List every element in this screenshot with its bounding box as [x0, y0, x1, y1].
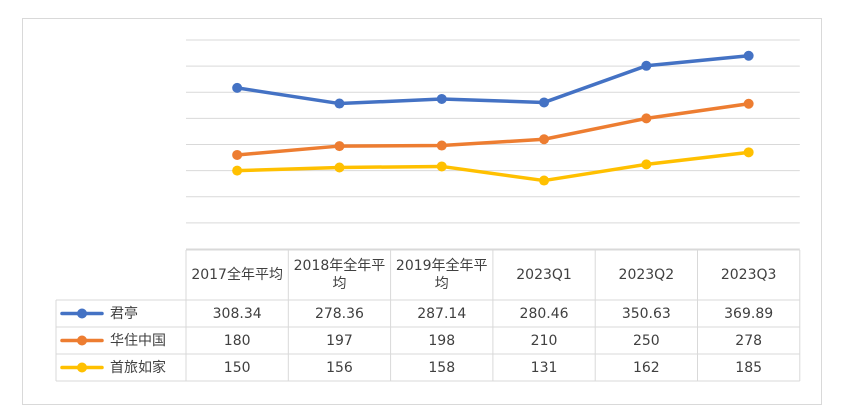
- data-point: [539, 134, 550, 145]
- data-label: 180: [223, 332, 251, 349]
- category-label: 2023Q3: [720, 267, 777, 283]
- series-line-1: [236, 102, 749, 157]
- data-point: [641, 60, 652, 71]
- data-point: [436, 161, 447, 172]
- data-point: [334, 141, 345, 152]
- data-label: 280.46: [519, 305, 569, 322]
- data-label: 158: [428, 359, 456, 376]
- data-point: [539, 175, 550, 186]
- data-label: 156: [326, 359, 353, 376]
- legend-marker-icon: [77, 362, 87, 373]
- chart-frame: [22, 18, 822, 405]
- legend-marker-icon: [77, 335, 87, 346]
- legend-label: 首旅如家: [110, 359, 166, 376]
- data-label: 369.89: [724, 305, 774, 322]
- data-point: [539, 97, 550, 108]
- category-label: 2019年全年平均: [395, 258, 488, 292]
- data-label: 278.36: [314, 305, 364, 322]
- legend-label: 华住中国: [110, 332, 166, 349]
- data-point: [743, 147, 754, 158]
- data-point: [641, 113, 652, 124]
- data-label: 278: [735, 332, 763, 349]
- data-label: 350.63: [621, 305, 671, 322]
- data-label: 210: [530, 332, 558, 349]
- data-label: 198: [428, 332, 456, 349]
- data-point: [436, 140, 447, 151]
- legend-marker-icon: [77, 308, 87, 319]
- data-point: [436, 93, 447, 104]
- data-label: 308.34: [212, 305, 262, 322]
- series-line-0: [236, 53, 749, 106]
- data-point: [743, 50, 754, 61]
- data-point: [232, 149, 243, 160]
- data-label: 162: [632, 359, 660, 376]
- data-point: [743, 98, 754, 109]
- data-label: 185: [735, 359, 763, 376]
- category-label: 2017全年平均: [191, 267, 283, 283]
- data-label: 250: [632, 332, 660, 349]
- data-point: [334, 98, 345, 109]
- data-point: [641, 159, 652, 170]
- category-label: 2018年全年平均: [293, 258, 386, 292]
- category-label: 2023Q1: [516, 267, 572, 283]
- data-label: 131: [530, 359, 558, 376]
- data-label: 197: [326, 332, 353, 349]
- data-label: 150: [223, 359, 251, 376]
- legend-label: 君亭: [110, 305, 138, 322]
- data-point: [232, 165, 243, 176]
- category-label: 2023Q2: [618, 267, 675, 283]
- data-point: [334, 162, 345, 173]
- data-point: [232, 82, 243, 93]
- data-label: 287.14: [417, 305, 467, 322]
- series-line-2: [237, 150, 749, 183]
